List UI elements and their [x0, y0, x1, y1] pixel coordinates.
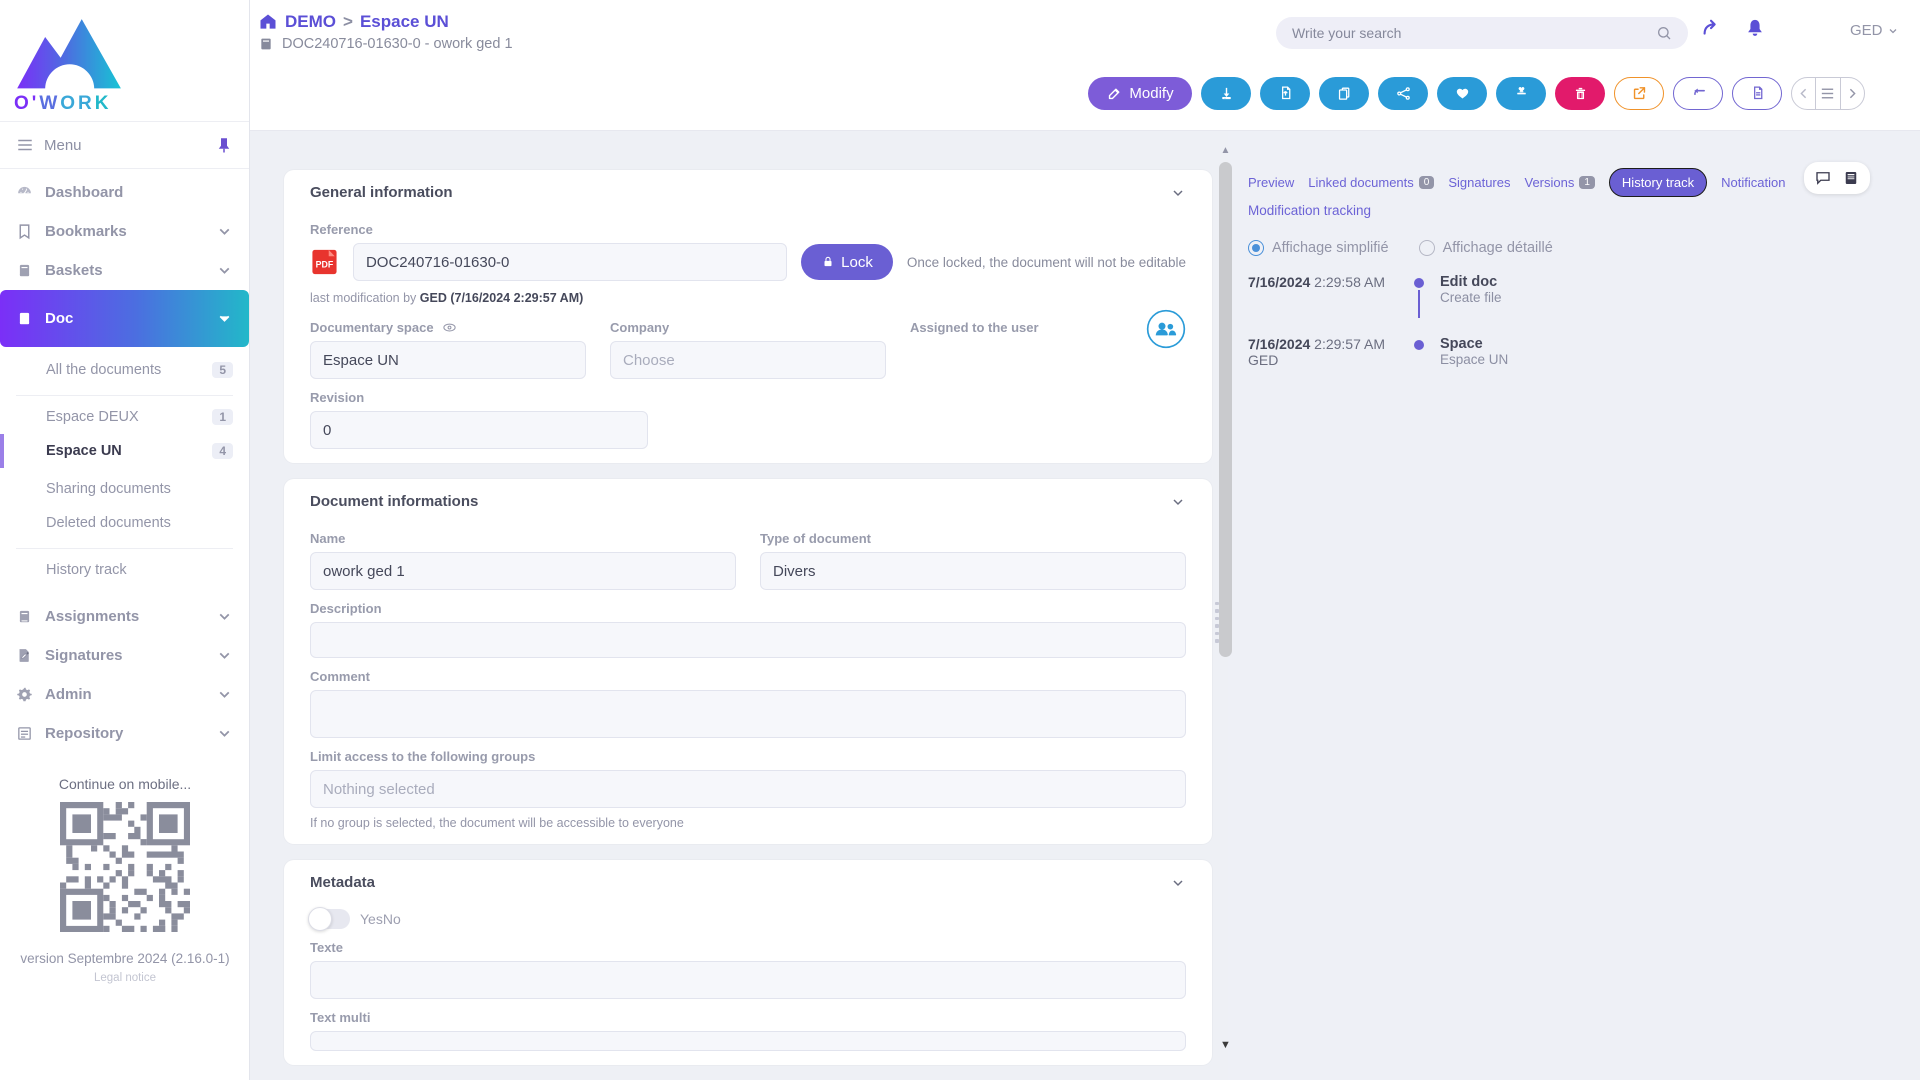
svg-text:PDF: PDF: [316, 259, 334, 269]
